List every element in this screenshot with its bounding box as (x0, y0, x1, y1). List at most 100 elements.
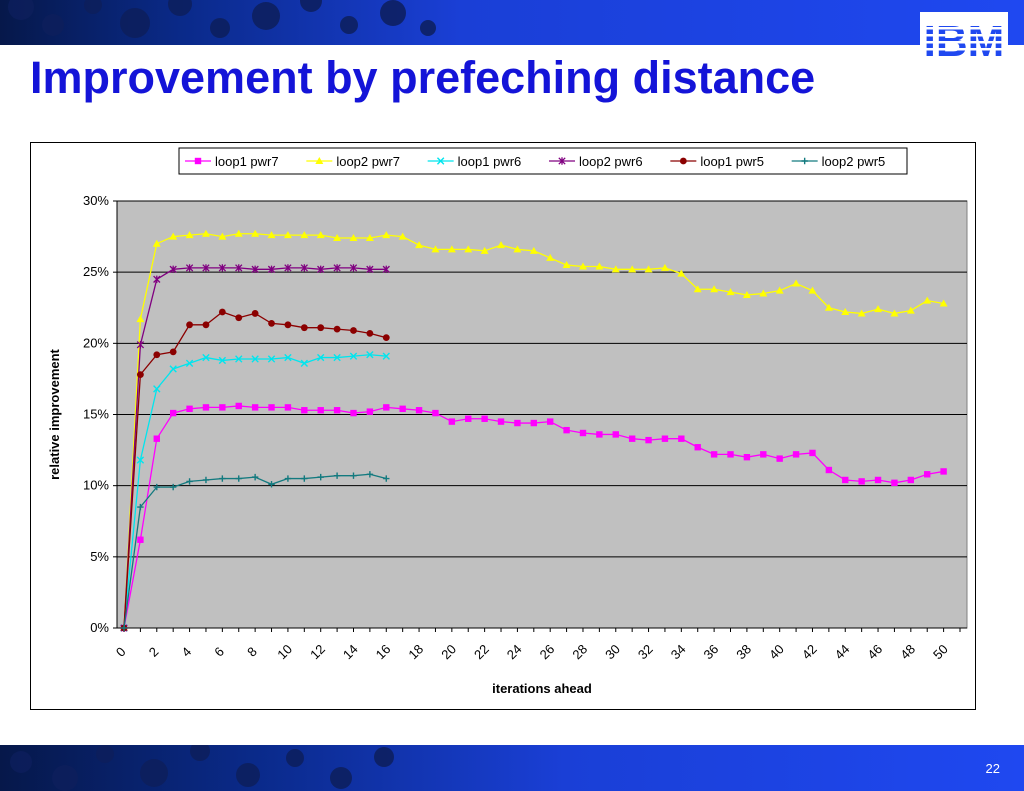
series-1-point (383, 404, 390, 411)
series-1-point (661, 435, 669, 442)
series-2-point (874, 305, 883, 313)
y-tick-label: 30% (83, 193, 109, 208)
series-6-point (120, 624, 128, 632)
series-6-point (153, 483, 160, 491)
series-3-point (251, 355, 259, 363)
series-4-point (366, 265, 374, 274)
chart-frame: 0% 5% 10% 15% 20% 25% 30% 0 2 4 6 8 10 12 14 16 18 20 22 24… (30, 142, 976, 710)
series-3-point (349, 352, 358, 360)
series-2-point (824, 303, 833, 311)
series-2-point (710, 285, 719, 293)
legend-label: loop2 pwr6 (579, 154, 643, 169)
series-4-point (382, 265, 390, 274)
x-tick-label: 44 (832, 641, 853, 662)
series-5-point (382, 334, 390, 342)
bottom-banner: 22 (0, 745, 1024, 791)
x-tick-label: 18 (405, 641, 426, 662)
series-3-point (267, 355, 276, 363)
series-6-point (235, 475, 242, 482)
series-5-point (169, 348, 177, 356)
series-1-point (809, 449, 816, 457)
series-1-point (137, 536, 144, 543)
series-1-point (596, 431, 603, 438)
series-1-point (333, 407, 341, 414)
series-2-point (218, 232, 227, 240)
series-5-point (284, 321, 292, 329)
series-5-point (235, 314, 243, 322)
banner-dot-decoration (52, 765, 78, 791)
top-banner (0, 0, 1024, 45)
series-5-point (186, 321, 193, 329)
series-2-point (267, 231, 276, 239)
series-1-point (284, 404, 292, 411)
series-5-point (300, 324, 308, 332)
legend-marker-4 (558, 157, 566, 165)
x-tick-label: 38 (733, 641, 754, 662)
series-2-point (201, 229, 210, 237)
series-3-point (235, 355, 243, 363)
x-tick-label: 4 (179, 644, 195, 660)
x-tick-label: 30 (602, 641, 623, 662)
series-2-point (497, 241, 506, 249)
series-1-point (497, 418, 505, 425)
series-1-point (694, 444, 701, 451)
series-5-point (218, 308, 226, 316)
series-2-point (726, 288, 735, 296)
series-1-point (153, 435, 160, 442)
banner-dot-decoration (286, 749, 304, 767)
legend-marker-1 (194, 157, 202, 165)
series-2-point (234, 229, 243, 237)
series-5-point (333, 325, 341, 333)
y-tick-label: 10% (83, 478, 109, 493)
series-2-point (431, 245, 440, 253)
series-2-point (562, 261, 571, 269)
banner-dot-decoration (96, 745, 114, 763)
series-1-point (268, 404, 275, 411)
series-2-point (447, 245, 456, 253)
series-1-point (776, 455, 783, 462)
banner-dot-decoration (140, 759, 168, 787)
series-2-point (283, 231, 292, 239)
series-6-point (383, 475, 390, 482)
series-5-point (136, 371, 144, 379)
series-6-point (366, 471, 374, 478)
series-1-point (432, 409, 439, 417)
series-6-point (284, 475, 292, 482)
series-1-point (202, 404, 210, 411)
y-tick-label: 25% (83, 264, 109, 279)
series-1-point (415, 407, 423, 414)
series-1-point (317, 407, 324, 414)
series-1-point (514, 419, 521, 427)
series-5-point (202, 321, 210, 329)
series-2-point (693, 285, 702, 293)
series-1-point (760, 451, 767, 458)
x-tick-label: 14 (340, 641, 361, 662)
series-5-point (317, 324, 325, 332)
series-6-point (169, 483, 177, 491)
series-2-point (480, 246, 489, 254)
x-tick-label: 12 (307, 641, 328, 662)
series-1-point (546, 418, 554, 425)
legend-marker-5 (679, 157, 687, 165)
series-1-point (628, 435, 636, 442)
series-1-point (907, 476, 915, 484)
series-4-point (218, 264, 227, 272)
series-1-point (481, 415, 488, 422)
banner-dot-decoration (300, 0, 322, 12)
series-4-point (349, 264, 358, 272)
legend-marker-2 (315, 157, 324, 164)
series-3-point (300, 359, 309, 367)
series-5-point (350, 327, 357, 334)
series-4-point (235, 264, 243, 272)
series-1-point (350, 409, 357, 417)
legend-label: loop1 pwr7 (215, 154, 279, 169)
series-2-point (595, 262, 604, 270)
series-2-point (349, 234, 358, 242)
series-2-point (464, 245, 473, 253)
x-tick-label: 28 (569, 641, 590, 662)
banner-dot-decoration (190, 745, 210, 761)
x-axis-title: iterations ahead (492, 681, 592, 696)
series-6-point (317, 473, 324, 481)
series-2-point (841, 308, 850, 316)
series-4-point (153, 275, 161, 283)
